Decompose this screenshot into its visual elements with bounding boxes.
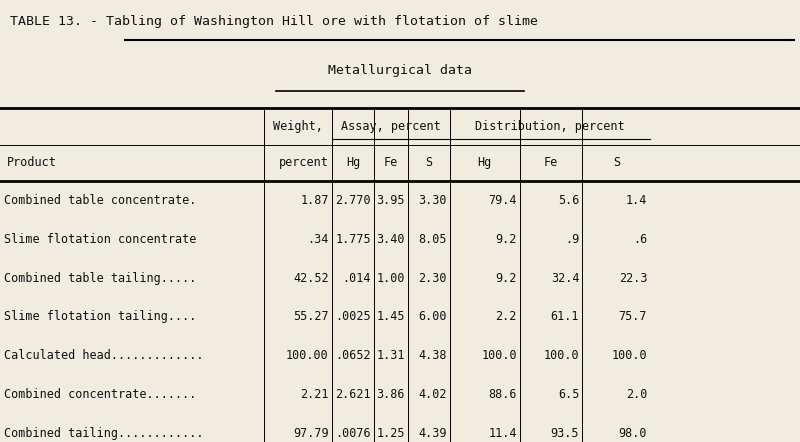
Text: 3.40: 3.40 <box>376 232 405 246</box>
Text: 1.45: 1.45 <box>376 310 405 324</box>
Text: 9.2: 9.2 <box>495 271 517 285</box>
Text: 9.2: 9.2 <box>495 232 517 246</box>
Text: 93.5: 93.5 <box>550 427 579 440</box>
Text: 22.3: 22.3 <box>618 271 647 285</box>
Text: Metallurgical data: Metallurgical data <box>328 64 472 77</box>
Text: 2.0: 2.0 <box>626 388 647 401</box>
Text: TABLE 13. - Tabling of Washington Hill ore with flotation of slime: TABLE 13. - Tabling of Washington Hill o… <box>10 15 538 28</box>
Text: 61.1: 61.1 <box>550 310 579 324</box>
Text: 75.7: 75.7 <box>618 310 647 324</box>
Text: Fe: Fe <box>384 156 398 169</box>
Text: 6.5: 6.5 <box>558 388 579 401</box>
Text: 2.21: 2.21 <box>300 388 329 401</box>
Text: .34: .34 <box>307 232 329 246</box>
Text: 98.0: 98.0 <box>618 427 647 440</box>
Text: Combined concentrate.......: Combined concentrate....... <box>4 388 196 401</box>
Text: .0652: .0652 <box>335 349 371 362</box>
Text: 88.6: 88.6 <box>488 388 517 401</box>
Text: 1.31: 1.31 <box>376 349 405 362</box>
Text: 8.05: 8.05 <box>418 232 446 246</box>
Text: Distribution, percent: Distribution, percent <box>475 120 625 133</box>
Text: Combined tailing............: Combined tailing............ <box>4 427 203 440</box>
Text: 2.30: 2.30 <box>418 271 446 285</box>
Text: 6.00: 6.00 <box>418 310 446 324</box>
Text: Weight,: Weight, <box>273 120 323 133</box>
Text: Product: Product <box>6 156 56 169</box>
Text: 3.86: 3.86 <box>376 388 405 401</box>
Text: Combined table tailing.....: Combined table tailing..... <box>4 271 196 285</box>
Text: Assay, percent: Assay, percent <box>341 120 441 133</box>
Text: .6: .6 <box>633 232 647 246</box>
Text: 2.2: 2.2 <box>495 310 517 324</box>
Text: 100.00: 100.00 <box>286 349 329 362</box>
Text: Slime flotation tailing....: Slime flotation tailing.... <box>4 310 196 324</box>
Text: 4.39: 4.39 <box>418 427 446 440</box>
Text: Calculated head.............: Calculated head............. <box>4 349 203 362</box>
Text: 1.775: 1.775 <box>335 232 371 246</box>
Text: 3.30: 3.30 <box>418 194 446 207</box>
Text: Hg: Hg <box>478 156 492 169</box>
Text: 2.770: 2.770 <box>335 194 371 207</box>
Text: .0025: .0025 <box>335 310 371 324</box>
Text: 32.4: 32.4 <box>550 271 579 285</box>
Text: .014: .014 <box>342 271 371 285</box>
Text: 79.4: 79.4 <box>488 194 517 207</box>
Text: .9: .9 <box>565 232 579 246</box>
Text: 1.00: 1.00 <box>376 271 405 285</box>
Text: 3.95: 3.95 <box>376 194 405 207</box>
Text: 1.25: 1.25 <box>376 427 405 440</box>
Text: 100.0: 100.0 <box>481 349 517 362</box>
Text: 100.0: 100.0 <box>611 349 647 362</box>
Text: Slime flotation concentrate: Slime flotation concentrate <box>4 232 196 246</box>
Text: 11.4: 11.4 <box>488 427 517 440</box>
Text: 4.38: 4.38 <box>418 349 446 362</box>
Text: 55.27: 55.27 <box>293 310 329 324</box>
Text: Hg: Hg <box>346 156 360 169</box>
Text: 1.87: 1.87 <box>300 194 329 207</box>
Text: 97.79: 97.79 <box>293 427 329 440</box>
Text: 4.02: 4.02 <box>418 388 446 401</box>
Text: 100.0: 100.0 <box>543 349 579 362</box>
Text: 5.6: 5.6 <box>558 194 579 207</box>
Text: 1.4: 1.4 <box>626 194 647 207</box>
Text: percent: percent <box>279 156 329 169</box>
Text: S: S <box>613 156 620 169</box>
Text: Fe: Fe <box>544 156 558 169</box>
Text: Combined table concentrate.: Combined table concentrate. <box>4 194 196 207</box>
Text: .0076: .0076 <box>335 427 371 440</box>
Text: S: S <box>426 156 432 169</box>
Text: 2.621: 2.621 <box>335 388 371 401</box>
Text: 42.52: 42.52 <box>293 271 329 285</box>
